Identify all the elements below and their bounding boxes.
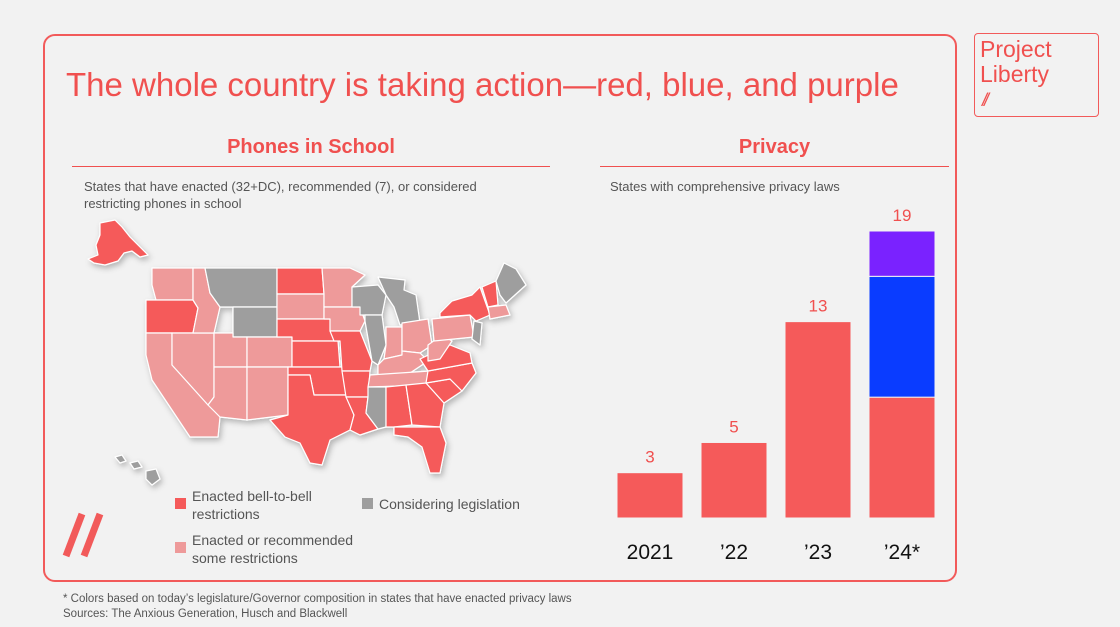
state-utah [213, 332, 248, 368]
state-alabama [385, 384, 413, 428]
state-maine [495, 262, 527, 304]
state-colorado [246, 336, 293, 368]
legend-enacted: Enacted bell-to-bell restrictions [192, 487, 312, 523]
state-montana [204, 267, 278, 308]
legend-recommended-line-1: Enacted or recommended [192, 532, 354, 548]
category-label-1: ’22 [720, 541, 748, 564]
decorative-slash-icon [62, 512, 104, 558]
bar-total-label-0: 3 [645, 448, 654, 467]
phones-heading-rule [72, 166, 550, 167]
bar-total-label-2: 13 [809, 297, 828, 316]
privacy-heading-rule [600, 166, 949, 167]
bar-blue-3 [868, 275, 936, 398]
state-washington [151, 267, 194, 301]
legend-enacted-line-1: Enacted bell-to-bell [192, 488, 312, 504]
legend-recommended: Enacted or recommended some restrictions [192, 531, 353, 567]
us-map [87, 219, 527, 486]
state-vermont-new-hampshire [481, 280, 499, 308]
category-label-0: 2021 [627, 541, 674, 564]
footnote-colors-note: * Colors based on today’s legislature/Go… [63, 593, 572, 605]
legend-considering-swatch [362, 498, 373, 509]
state-indiana [383, 326, 403, 360]
legend-recommended-line-2: some restrictions [192, 550, 298, 566]
bar-red-2 [784, 321, 852, 519]
state-georgia [405, 382, 445, 428]
page-title: The whole country is taking action—red, … [66, 66, 899, 103]
privacy-subtitle: States with comprehensive privacy laws [610, 179, 840, 194]
category-label-3: ’24* [884, 541, 920, 564]
logo-line-2: Liberty [980, 61, 1050, 87]
bar-purple-3 [868, 230, 936, 277]
footnote: * Colors based on today’s legislature/Go… [63, 592, 572, 622]
bar-red-1 [700, 441, 768, 519]
state-hawaii [114, 454, 161, 486]
logo-line-1: Project [980, 36, 1052, 62]
project-liberty-logo: Project Liberty // [974, 33, 1099, 117]
state-iowa [323, 306, 366, 332]
state-alaska [87, 219, 149, 266]
legend-enacted-line-2: restrictions [192, 506, 260, 522]
state-new-york [439, 286, 491, 322]
state-wyoming [232, 306, 278, 338]
state-florida [393, 426, 447, 474]
phones-heading: Phones in School [227, 136, 395, 158]
state-oregon [145, 299, 199, 334]
state-ohio [401, 318, 433, 354]
bar-red-3 [868, 396, 936, 519]
bar-total-label-3: 19 [893, 206, 912, 225]
privacy-bar-chart: 3 2021 5 ’22 13 ’23 19 ’24* [616, 206, 936, 564]
phones-subtitle-line-1: States that have enacted (32+DC), recomm… [84, 179, 477, 194]
state-kansas [291, 340, 341, 368]
category-label-2: ’23 [804, 541, 832, 564]
privacy-heading: Privacy [738, 136, 811, 158]
state-new-jersey [471, 320, 483, 346]
legend-considering: Considering legislation [379, 496, 520, 512]
logo-mark: // [982, 90, 989, 110]
state-pennsylvania [431, 314, 475, 342]
phones-subtitle-line-2: restricting phones in school [84, 196, 242, 211]
state-texas [269, 374, 355, 466]
state-north-dakota [276, 267, 325, 295]
state-new-mexico [246, 366, 289, 421]
footnote-sources: Sources: The Anxious Generation, Husch a… [63, 608, 348, 620]
legend-enacted-swatch [175, 498, 186, 509]
state-southern-new-england [487, 304, 511, 320]
bar-total-label-1: 5 [729, 417, 738, 436]
state-south-dakota [276, 293, 325, 320]
state-arkansas [341, 370, 371, 398]
legend-recommended-swatch [175, 542, 186, 553]
bar-red-0 [616, 472, 684, 519]
phones-subtitle: States that have enacted (32+DC), recomm… [84, 178, 477, 212]
